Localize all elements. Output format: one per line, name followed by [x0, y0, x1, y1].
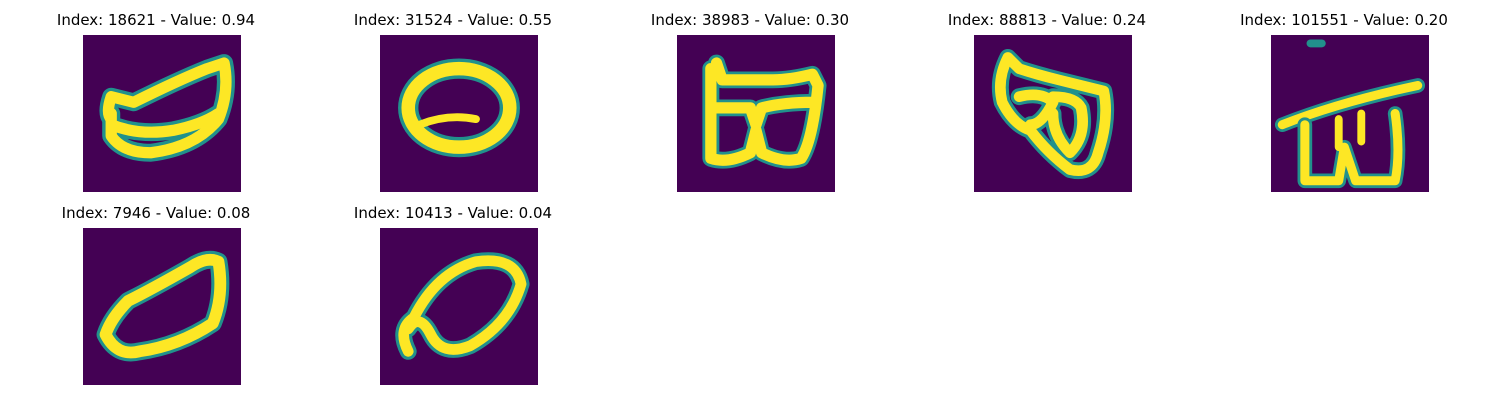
digit-image: [677, 35, 835, 192]
panel-title: Index: 31524 - Value: 0.55: [353, 11, 553, 29]
digit-panel-5: Index: 101551 - Value: 0.20: [1194, 0, 1494, 192]
panel-title: Index: 10413 - Value: 0.04: [353, 204, 553, 222]
digit-panel-6: Index: 7946 - Value: 0.08: [6, 193, 306, 385]
panel-title: Index: 88813 - Value: 0.24: [947, 11, 1147, 29]
digit-panel-2: Index: 31524 - Value: 0.55: [303, 0, 603, 192]
panel-title: Index: 101551 - Value: 0.20: [1240, 11, 1448, 29]
digit-image: [380, 228, 538, 385]
digit-panel-3: Index: 38983 - Value: 0.30: [600, 0, 900, 192]
digit-image: [83, 35, 241, 192]
digit-panel-7: Index: 10413 - Value: 0.04: [303, 193, 603, 385]
digit-image: [1271, 35, 1429, 192]
panel-title: Index: 18621 - Value: 0.94: [56, 11, 256, 29]
digit-panel-1: Index: 18621 - Value: 0.94: [6, 0, 306, 192]
digit-panel-4: Index: 88813 - Value: 0.24: [897, 0, 1197, 192]
digit-image: [974, 35, 1132, 192]
digit-image: [380, 35, 538, 192]
panel-title: Index: 38983 - Value: 0.30: [650, 11, 850, 29]
panel-title: Index: 7946 - Value: 0.08: [61, 204, 251, 222]
digit-image: [83, 228, 241, 385]
